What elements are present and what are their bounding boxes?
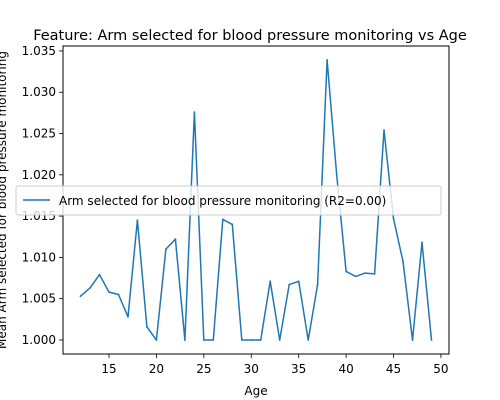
- data-point: [278, 339, 281, 341]
- data-point: [174, 238, 177, 241]
- data-point: [364, 272, 366, 274]
- data-point: [165, 248, 167, 251]
- data-point: [307, 339, 310, 341]
- data-point: [316, 283, 319, 286]
- data-point: [297, 280, 300, 283]
- data-point: [155, 339, 158, 341]
- data-point: [79, 295, 82, 298]
- data-point: [269, 280, 272, 283]
- y-tick-label: 1.005: [22, 292, 56, 306]
- data-point: [193, 111, 196, 113]
- data-point: [212, 339, 215, 341]
- data-point: [430, 339, 433, 341]
- data-point: [288, 283, 291, 286]
- data-point: [392, 217, 395, 220]
- x-tick-label: 30: [244, 362, 259, 376]
- data-point: [231, 223, 234, 226]
- y-tick-label: 1.020: [22, 168, 56, 182]
- y-tick-label: 1.035: [22, 44, 56, 58]
- data-point: [345, 270, 347, 273]
- legend-box: [15, 185, 442, 216]
- data-point: [240, 339, 243, 341]
- x-tick-label: 20: [149, 362, 164, 376]
- x-axis-label: Age: [244, 384, 267, 398]
- x-axis-ticks: 15 20 25 30 35 40 45 50: [101, 354, 449, 376]
- data-point: [108, 291, 110, 293]
- data-point: [335, 173, 338, 175]
- legend: Arm selected for blood pressure monitori…: [15, 185, 442, 216]
- data-point: [89, 287, 91, 289]
- data-point: [202, 339, 205, 341]
- data-point: [117, 293, 120, 296]
- data-point: [326, 59, 328, 61]
- data-point: [127, 315, 129, 318]
- x-tick-label: 45: [386, 362, 401, 376]
- y-tick-label: 1.010: [22, 250, 56, 264]
- y-tick-label: 1.030: [22, 85, 56, 99]
- data-point: [259, 339, 262, 341]
- data-point: [146, 325, 148, 328]
- series-layer: [79, 59, 433, 341]
- data-point: [411, 339, 414, 341]
- data-point: [250, 339, 253, 341]
- series-line: [80, 59, 433, 341]
- data-point: [354, 275, 357, 278]
- y-tick-label: 1.000: [22, 333, 56, 347]
- data-point: [373, 273, 376, 275]
- x-tick-label: 25: [196, 362, 211, 376]
- y-tick-label: 1.025: [22, 127, 56, 141]
- legend-label: Arm selected for blood pressure monitori…: [59, 194, 386, 208]
- x-tick-label: 15: [101, 362, 116, 376]
- y-axis-label: Mean Arm selected for blood pressure mon…: [0, 51, 9, 349]
- x-tick-label: 35: [291, 362, 306, 376]
- x-tick-label: 40: [338, 362, 353, 376]
- data-point: [136, 219, 139, 222]
- chart-title: Feature: Arm selected for blood pressure…: [33, 28, 467, 44]
- data-point: [184, 339, 186, 341]
- data-point: [383, 129, 385, 132]
- data-point: [98, 273, 101, 276]
- data-point: [421, 241, 423, 244]
- x-tick-label: 50: [433, 362, 448, 376]
- data-point: [221, 218, 224, 221]
- data-point: [402, 260, 404, 263]
